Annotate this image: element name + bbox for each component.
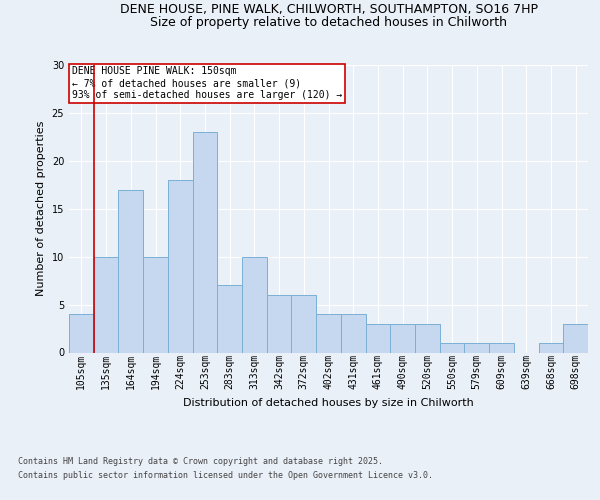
Bar — [365, 324, 390, 352]
Text: Contains HM Land Registry data © Crown copyright and database right 2025.: Contains HM Land Registry data © Crown c… — [18, 458, 383, 466]
Bar — [341, 314, 365, 352]
Bar — [193, 132, 217, 352]
Bar — [94, 256, 118, 352]
Y-axis label: Number of detached properties: Number of detached properties — [36, 121, 46, 296]
Text: Size of property relative to detached houses in Chilworth: Size of property relative to detached ho… — [151, 16, 508, 29]
Bar — [440, 343, 464, 352]
Text: Distribution of detached houses by size in Chilworth: Distribution of detached houses by size … — [184, 398, 474, 407]
Bar — [489, 343, 514, 352]
Bar — [118, 190, 143, 352]
Bar — [563, 324, 588, 352]
Text: DENE HOUSE, PINE WALK, CHILWORTH, SOUTHAMPTON, SO16 7HP: DENE HOUSE, PINE WALK, CHILWORTH, SOUTHA… — [120, 2, 538, 16]
Bar — [267, 295, 292, 352]
Bar — [415, 324, 440, 352]
Bar — [464, 343, 489, 352]
Bar — [292, 295, 316, 352]
Bar — [143, 256, 168, 352]
Bar — [539, 343, 563, 352]
Bar — [217, 286, 242, 352]
Text: Contains public sector information licensed under the Open Government Licence v3: Contains public sector information licen… — [18, 471, 433, 480]
Text: DENE HOUSE PINE WALK: 150sqm
← 7% of detached houses are smaller (9)
93% of semi: DENE HOUSE PINE WALK: 150sqm ← 7% of det… — [71, 66, 342, 100]
Bar — [390, 324, 415, 352]
Bar — [168, 180, 193, 352]
Bar — [316, 314, 341, 352]
Bar — [242, 256, 267, 352]
Bar — [69, 314, 94, 352]
